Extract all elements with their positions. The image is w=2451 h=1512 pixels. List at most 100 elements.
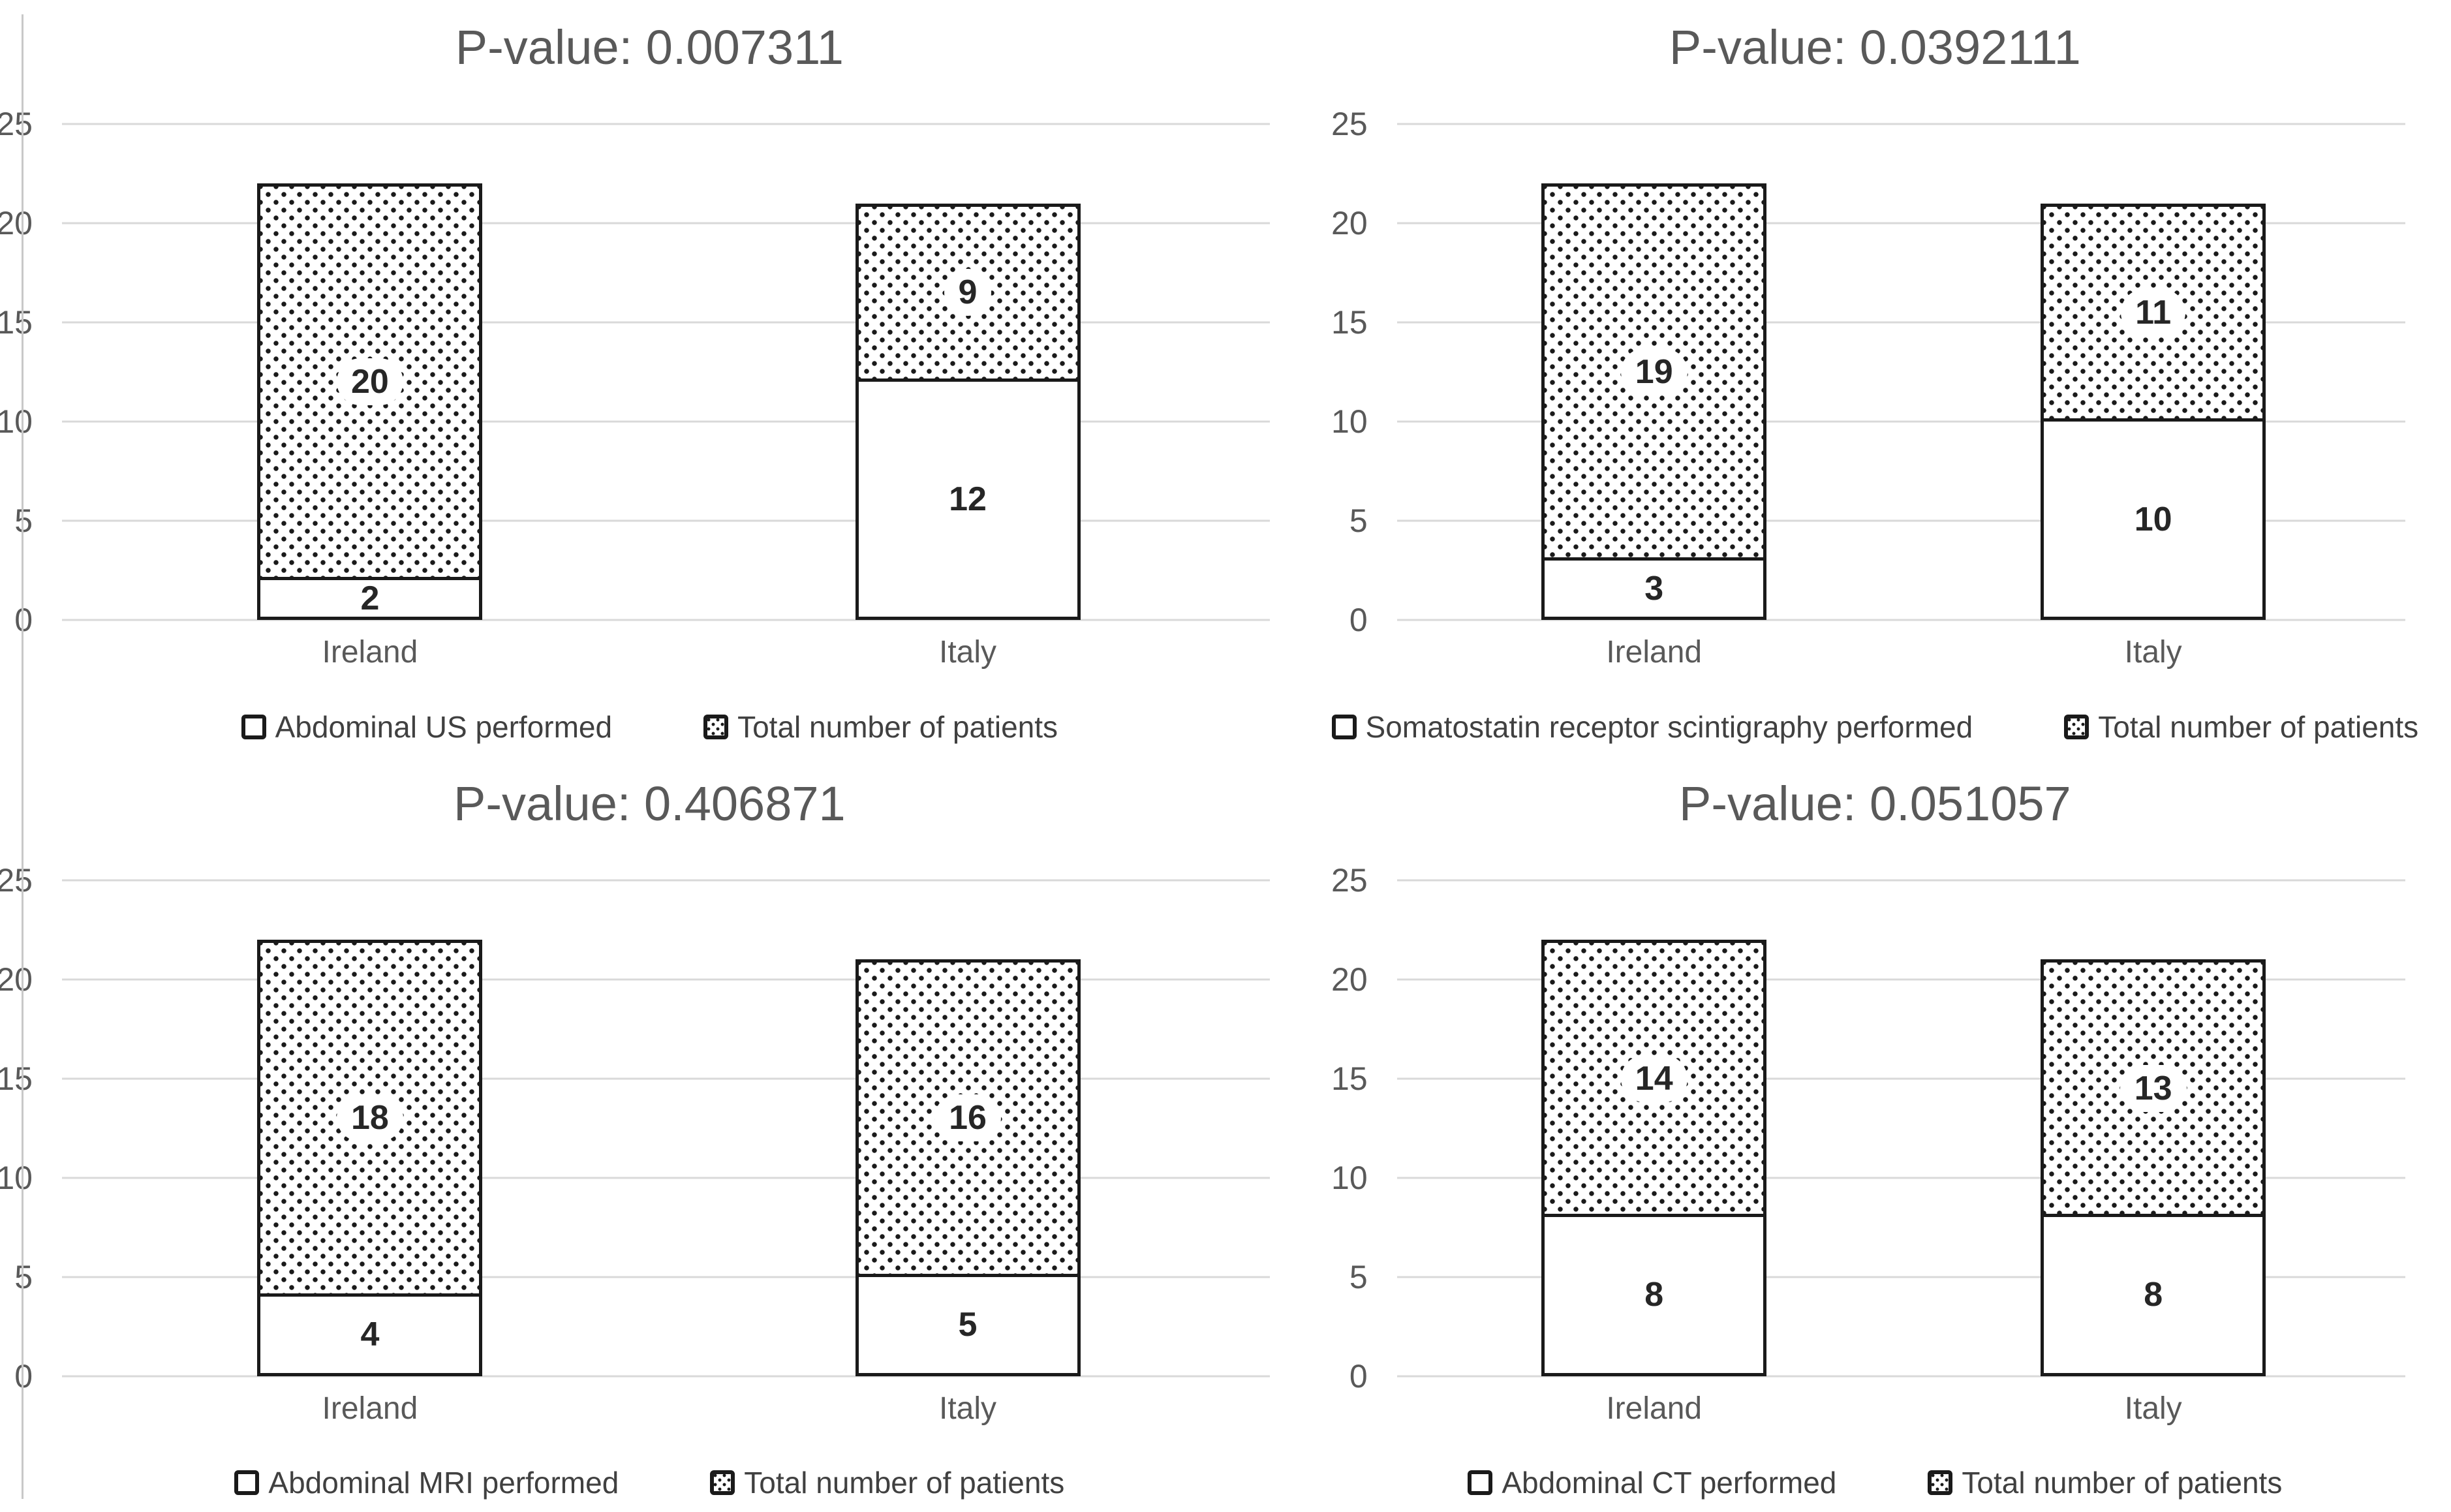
white-swatch-icon (234, 1470, 260, 1495)
bar-segment-label: 12 (949, 480, 987, 519)
bar-segment: 20 (257, 183, 483, 581)
gridline (1396, 123, 2405, 125)
gridline (62, 978, 1270, 980)
legend-label: Abdominal MRI performed (268, 1466, 619, 1500)
dotted-swatch-icon (2064, 714, 2089, 739)
stacked-bar: 8 14 (1541, 939, 1767, 1376)
bar-segment-label: 11 (2121, 288, 2186, 336)
gridline (62, 123, 1270, 125)
legend-item: Total number of patients (703, 709, 1058, 745)
stacked-bar: 5 16 (855, 959, 1081, 1376)
legend: Abdominal MRI performed Total number of p… (0, 1465, 1299, 1500)
bar-segment: 4 (257, 1296, 483, 1376)
bar-segment-label: 19 (1620, 348, 1688, 396)
dotted-swatch-icon (1928, 1470, 1953, 1495)
gridline (62, 420, 1270, 423)
chart-title: P-value: 0.051057 (1678, 776, 2071, 831)
legend-label: Total number of patients (737, 709, 1058, 744)
bar-segment-label: 16 (934, 1094, 1001, 1142)
category-label: Ireland (322, 1391, 418, 1426)
bar-segment-label: 4 (360, 1316, 380, 1354)
legend-label: Abdominal CT performed (1502, 1466, 1837, 1500)
bar-segment: 8 (2041, 1217, 2266, 1376)
bar-segment: 8 (1541, 1217, 1767, 1376)
gridline (1396, 519, 2405, 522)
category-label: Ireland (1606, 1391, 1703, 1426)
bar-segment: 16 (855, 959, 1081, 1277)
legend: Abdominal CT performed Total number of pa… (1299, 1465, 2451, 1500)
gridline (62, 1276, 1270, 1278)
legend-item: Somatostatin receptor scintigraphy perfo… (1331, 709, 1973, 745)
legend-item: Abdominal US performed (241, 709, 612, 745)
bar-segment: 14 (1541, 939, 1767, 1218)
bar-segment: 5 (855, 1276, 1081, 1376)
gridline (62, 619, 1270, 621)
bar-segment-label: 20 (336, 358, 403, 406)
bar-segment-label: 5 (958, 1306, 978, 1344)
bar-segment: 12 (855, 382, 1081, 620)
legend-item: Total number of patients (2064, 709, 2418, 745)
gridline (62, 222, 1270, 224)
bar-segment-label: 8 (1644, 1276, 1664, 1314)
stacked-bar: 2 20 (257, 183, 483, 620)
gridline (62, 519, 1270, 522)
stacked-bar: 8 13 (2041, 959, 2266, 1376)
chart-title: P-value: 0.406871 (454, 776, 846, 831)
white-swatch-icon (1331, 714, 1357, 739)
category-label: Italy (2124, 1391, 2182, 1426)
legend-item: Abdominal MRI performed (234, 1465, 619, 1500)
plot-area: 0 5 10 15 20 25 3 19 Ireland 10 11 Italy (1331, 108, 2405, 670)
stacked-bar: 12 9 (855, 203, 1081, 620)
legend-label: Total number of patients (1962, 1466, 2283, 1500)
gridline (1396, 879, 2405, 881)
chart-title: P-value: 0.0392111 (1669, 20, 2081, 74)
category-label: Italy (2124, 635, 2182, 670)
bar-segment-label: 14 (1620, 1055, 1688, 1102)
gridline (1396, 1276, 2405, 1278)
dotted-swatch-icon (710, 1470, 735, 1495)
bar-segment-label: 10 (2134, 500, 2172, 538)
legend-item: Abdominal CT performed (1468, 1465, 1836, 1500)
category-label: Ireland (1606, 635, 1703, 670)
stacked-bar: 3 19 (1541, 183, 1767, 620)
category-label: Italy (938, 635, 997, 670)
gridline (1396, 619, 2405, 621)
bar-segment: 13 (2041, 959, 2266, 1218)
figure-left-border (22, 14, 23, 1499)
legend: Abdominal US performed Total number of pa… (0, 709, 1299, 745)
chart-somatostatin-scintigraphy: P-value: 0.0392111 0 5 10 15 20 25 3 19 Ireland 1… (1299, 0, 2451, 756)
bar-segment: 11 (2041, 203, 2266, 422)
white-swatch-icon (241, 714, 266, 739)
bar-segment-label: 3 (1644, 569, 1664, 608)
chart-abdominal-ct: P-value: 0.051057 0 5 10 15 20 25 8 14 Ireland 8 1… (1299, 756, 2451, 1512)
chart-title: P-value: 0.007311 (455, 20, 844, 74)
gridline (62, 1375, 1270, 1377)
gridline (62, 879, 1270, 881)
gridline (1396, 978, 2405, 980)
legend-label: Total number of patients (2098, 709, 2419, 744)
gridline (1396, 222, 2405, 224)
legend: Somatostatin receptor scintigraphy perfo… (1299, 709, 2451, 745)
gridline (1396, 321, 2405, 324)
bar-segment-label: 8 (2144, 1276, 2163, 1314)
gridline (1396, 1077, 2405, 1079)
bar-segment: 18 (257, 939, 483, 1297)
bar-segment-label: 2 (360, 579, 380, 618)
stacked-bar: 4 18 (257, 939, 483, 1376)
bar-segment: 19 (1541, 183, 1767, 561)
bar-segment: 2 (257, 579, 483, 620)
gridline (62, 321, 1270, 324)
dotted-swatch-icon (703, 714, 729, 739)
bar-segment-label: 18 (336, 1094, 403, 1142)
gridline (62, 1077, 1270, 1079)
gridline (62, 1177, 1270, 1179)
category-label: Italy (938, 1391, 997, 1426)
chart-abdominal-mri: P-value: 0.406871 0 5 10 15 20 25 4 18 Ireland 5 1… (0, 756, 1299, 1512)
white-swatch-icon (1468, 1470, 1493, 1495)
legend-label: Total number of patients (744, 1466, 1065, 1500)
legend-item: Total number of patients (710, 1465, 1064, 1500)
plot-area: 0 5 10 15 20 25 8 14 Ireland 8 13 Italy (1331, 864, 2405, 1426)
stacked-bar: 10 11 (2041, 203, 2266, 620)
legend-label: Abdominal US performed (275, 709, 613, 744)
